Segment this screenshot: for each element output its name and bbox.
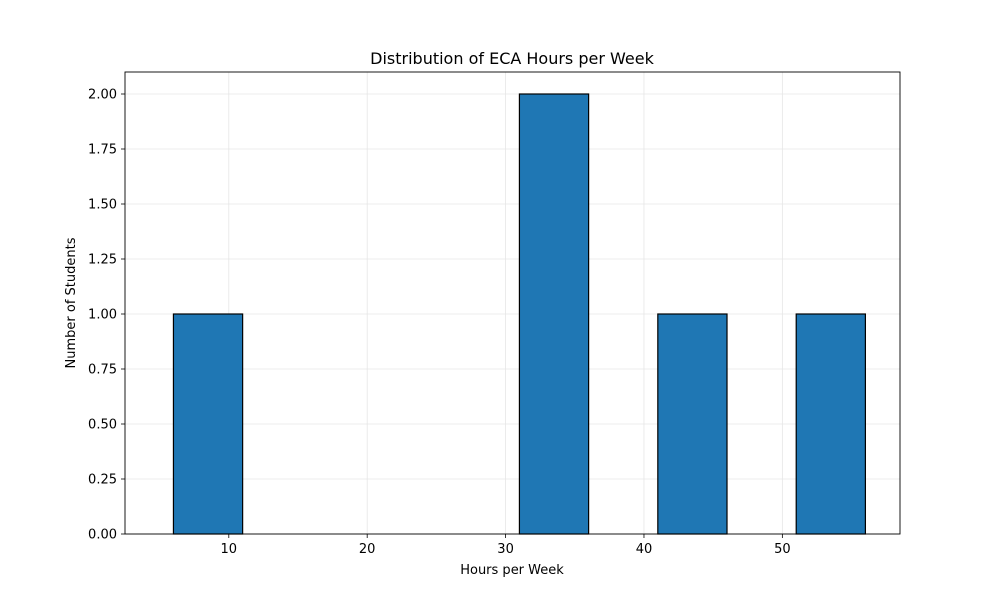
bars-layer bbox=[172, 93, 867, 535]
y-tick-label-5: 1.25 bbox=[88, 253, 117, 268]
y-tick-label-2: 0.50 bbox=[88, 418, 117, 433]
y-tick-label-0: 0.00 bbox=[88, 528, 117, 543]
x-axis: 10 20 30 40 50 bbox=[221, 534, 791, 557]
chart-title: Distribution of ECA Hours per Week bbox=[370, 49, 654, 68]
histogram-bar-3 bbox=[795, 313, 867, 535]
y-tick-label-8: 2.00 bbox=[88, 88, 117, 103]
y-axis-label: Number of Students bbox=[64, 237, 79, 368]
y-tick-label-4: 1.00 bbox=[88, 308, 117, 323]
histogram-bar-2 bbox=[657, 313, 728, 535]
y-tick-label-1: 0.25 bbox=[88, 473, 117, 488]
y-axis: 0.00 0.25 0.50 0.75 1.00 1.25 1.50 1.75 2.00 bbox=[88, 88, 125, 543]
histogram-bar-1 bbox=[518, 93, 590, 535]
x-tick-label-3: 40 bbox=[636, 542, 653, 557]
histogram-bar-0 bbox=[172, 313, 244, 535]
x-tick-label-2: 30 bbox=[497, 542, 514, 557]
y-tick-label-6: 1.50 bbox=[88, 198, 117, 213]
x-tick-label-0: 10 bbox=[221, 542, 238, 557]
x-axis-label: Hours per Week bbox=[460, 563, 564, 578]
y-tick-label-3: 0.75 bbox=[88, 363, 117, 378]
plot-area-frame bbox=[124, 71, 901, 535]
x-tick-label-1: 20 bbox=[359, 542, 376, 557]
y-tick-label-7: 1.75 bbox=[88, 143, 117, 158]
x-tick-label-4: 50 bbox=[774, 542, 791, 557]
